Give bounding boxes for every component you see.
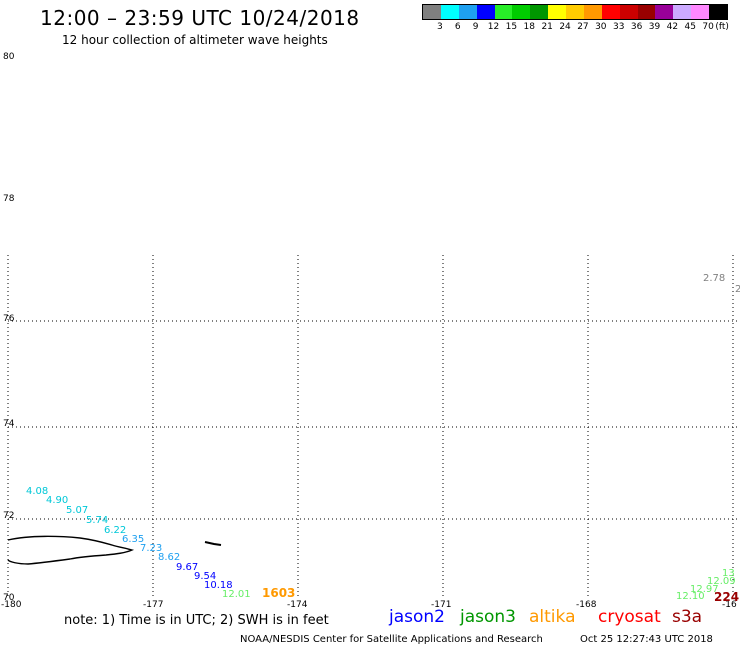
color-scale-label: 36 [630,22,643,32]
color-scale-swatches [422,4,728,20]
color-scale-label: 24 [559,22,571,32]
satellite-label: cryosat [598,607,661,627]
color-scale-label: 15 [505,22,518,32]
satellite-label: jason2 [389,607,445,627]
satellite-label: s3a [672,607,703,627]
color-scale-label: 6 [454,22,461,32]
observation-count: 224 [714,590,740,604]
latitude-label: 72 [3,511,15,521]
color-swatch [619,5,638,19]
satellite-label: altika [529,607,576,627]
color-scale-label: 70 [702,22,714,32]
color-scale-label: 42 [666,22,679,32]
color-swatch [691,5,709,19]
color-swatch [655,5,674,19]
color-scale-label: 21 [541,22,553,32]
wave-height-value: 6.35 [122,534,145,545]
generated-timestamp: Oct 25 12:27:43 UTC 2018 [580,634,713,645]
wave-height-value: 6.22 [104,525,127,536]
color-scale-label: 12 [487,22,500,32]
wave-height-value: 5.07 [66,505,89,516]
latitude-label: 70 [3,593,15,603]
color-swatch [548,5,566,19]
color-scale-label: 3 [437,22,443,32]
wave-height-value: 9.67 [176,562,199,573]
latitude-label: 74 [3,419,15,429]
color-scale-label: 30 [595,22,607,32]
wave-height-value: 13 [722,568,735,579]
color-scale-label: 9 [472,22,479,32]
wave-height-value: 4.90 [46,495,69,506]
color-swatch [423,5,441,19]
color-swatch [566,5,584,19]
longitude-label: -180 [1,600,22,610]
color-scale-label: 33 [612,22,625,32]
color-swatch [476,5,495,19]
color-scale-label: 45 [684,22,696,32]
wave-height-value: 2.78 [703,273,726,284]
observation-count: 1603 [262,586,296,600]
color-swatch [673,5,692,19]
satellite-label: jason3 [460,607,516,627]
latitude-label: 78 [3,194,15,204]
color-scale-label: 39 [648,22,661,32]
color-swatch [601,5,620,19]
color-scale-label: 18 [523,22,536,32]
color-scale-labels: 3 6 9 12 15 18 21 24 27 30 33 36 39 42 45 70 (ft) [422,20,740,32]
wave-height-value: 12.10 [676,591,705,602]
wave-height-value: 10.18 [204,580,233,591]
credit-line: NOAA/NESDIS Center for Satellite Applica… [240,634,543,645]
longitude-label: -168 [576,600,597,610]
color-swatch [512,5,531,19]
wave-height-value: 12.01 [222,589,251,600]
coastline-herald-island [204,541,222,546]
color-scale-legend: 3 6 9 12 15 18 21 24 27 30 33 36 39 42 45 70 (ft) [422,4,740,32]
color-swatch [583,5,602,19]
color-swatch [458,5,477,19]
graticule [7,255,740,596]
color-swatch [494,5,513,19]
longitude-label: -171 [431,600,452,610]
wave-height-value: 12.09 [707,576,736,587]
color-swatch [637,5,656,19]
longitude-label: -174 [287,600,308,610]
page-title: 12:00 – 23:59 UTC 10/24/2018 [40,6,360,30]
footnote: note: 1) Time is in UTC; 2) SWH is in fe… [64,613,329,628]
longitude-label: -16 [722,600,737,610]
wave-height-value: 4.08 [26,486,49,497]
color-swatch [440,5,459,19]
color-scale-unit: (ft) [715,22,729,32]
wave-height-value: 12.97 [690,584,719,595]
longitude-label: -177 [143,600,164,610]
color-swatch [530,5,549,19]
edge-mark: 2 [735,284,740,295]
page-subtitle: 12 hour collection of altimeter wave hei… [62,33,328,47]
coastline-wrangel-island [7,535,135,565]
wave-height-value: 9.54 [194,571,217,582]
latitude-label: 80 [3,52,15,62]
color-swatch [709,5,727,19]
wave-height-value: 8.62 [158,552,181,563]
latitude-label: 76 [3,314,15,324]
color-scale-label: 27 [577,22,589,32]
wave-height-value: 7.23 [140,543,163,554]
wave-height-value: 5.74 [86,515,109,526]
